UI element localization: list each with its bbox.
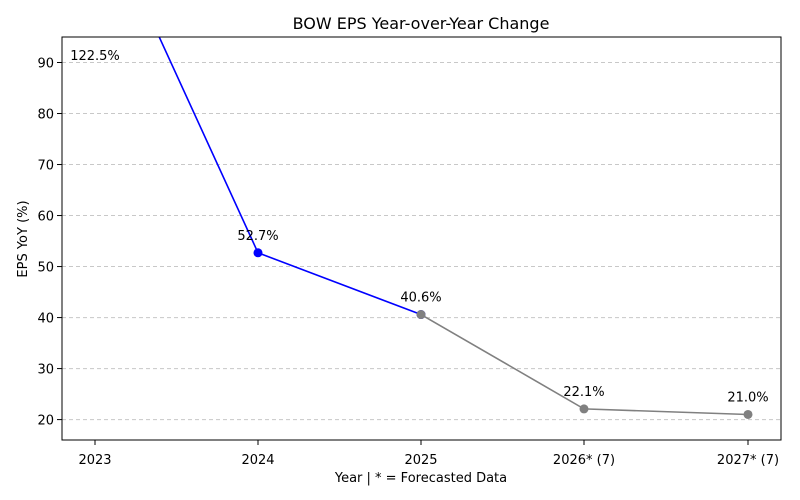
y-axis: 20 30 40 50 60 70 80 90: [37, 57, 62, 429]
y-tick-label: 40: [37, 312, 54, 327]
x-tick-label: 2023: [78, 453, 111, 468]
plot-area: [61, 36, 782, 441]
x-tick-label: 2026* (7): [553, 453, 615, 468]
y-tick-label: 90: [37, 57, 54, 72]
x-tick-label: 2025: [404, 453, 437, 468]
y-tick-label: 50: [37, 261, 54, 276]
data-point: [743, 409, 753, 419]
y-tick-label: 60: [37, 210, 54, 225]
data-point: [253, 248, 263, 258]
x-axis-label: Year | * = Forecasted Data: [334, 471, 507, 486]
data-label: 40.6%: [400, 291, 441, 306]
chart-title: BOW EPS Year-over-Year Change: [293, 14, 550, 33]
data-point: [579, 404, 589, 414]
y-tick-label: 30: [37, 363, 54, 378]
data-label: 21.0%: [727, 390, 768, 405]
y-axis-label: EPS YoY (%): [16, 200, 31, 277]
y-tick-label: 20: [37, 414, 54, 429]
grid: [62, 62, 781, 421]
data-label: 22.1%: [563, 385, 604, 400]
x-tick-label: 2024: [241, 453, 274, 468]
y-tick-label: 70: [37, 159, 54, 174]
data-labels: 122.5% 52.7% 40.6% 22.1% 21.0%: [70, 49, 768, 405]
y-tick-label: 80: [37, 108, 54, 123]
actual-series-line: [158, 37, 422, 316]
x-tick-label: 2027* (7): [717, 453, 779, 468]
data-label: 122.5%: [70, 49, 120, 64]
data-point: [416, 310, 426, 320]
x-axis: 2023 2024 2025 2026* (7) 2027* (7): [78, 440, 779, 468]
data-label: 52.7%: [237, 229, 278, 244]
series-layer: [158, 37, 753, 419]
